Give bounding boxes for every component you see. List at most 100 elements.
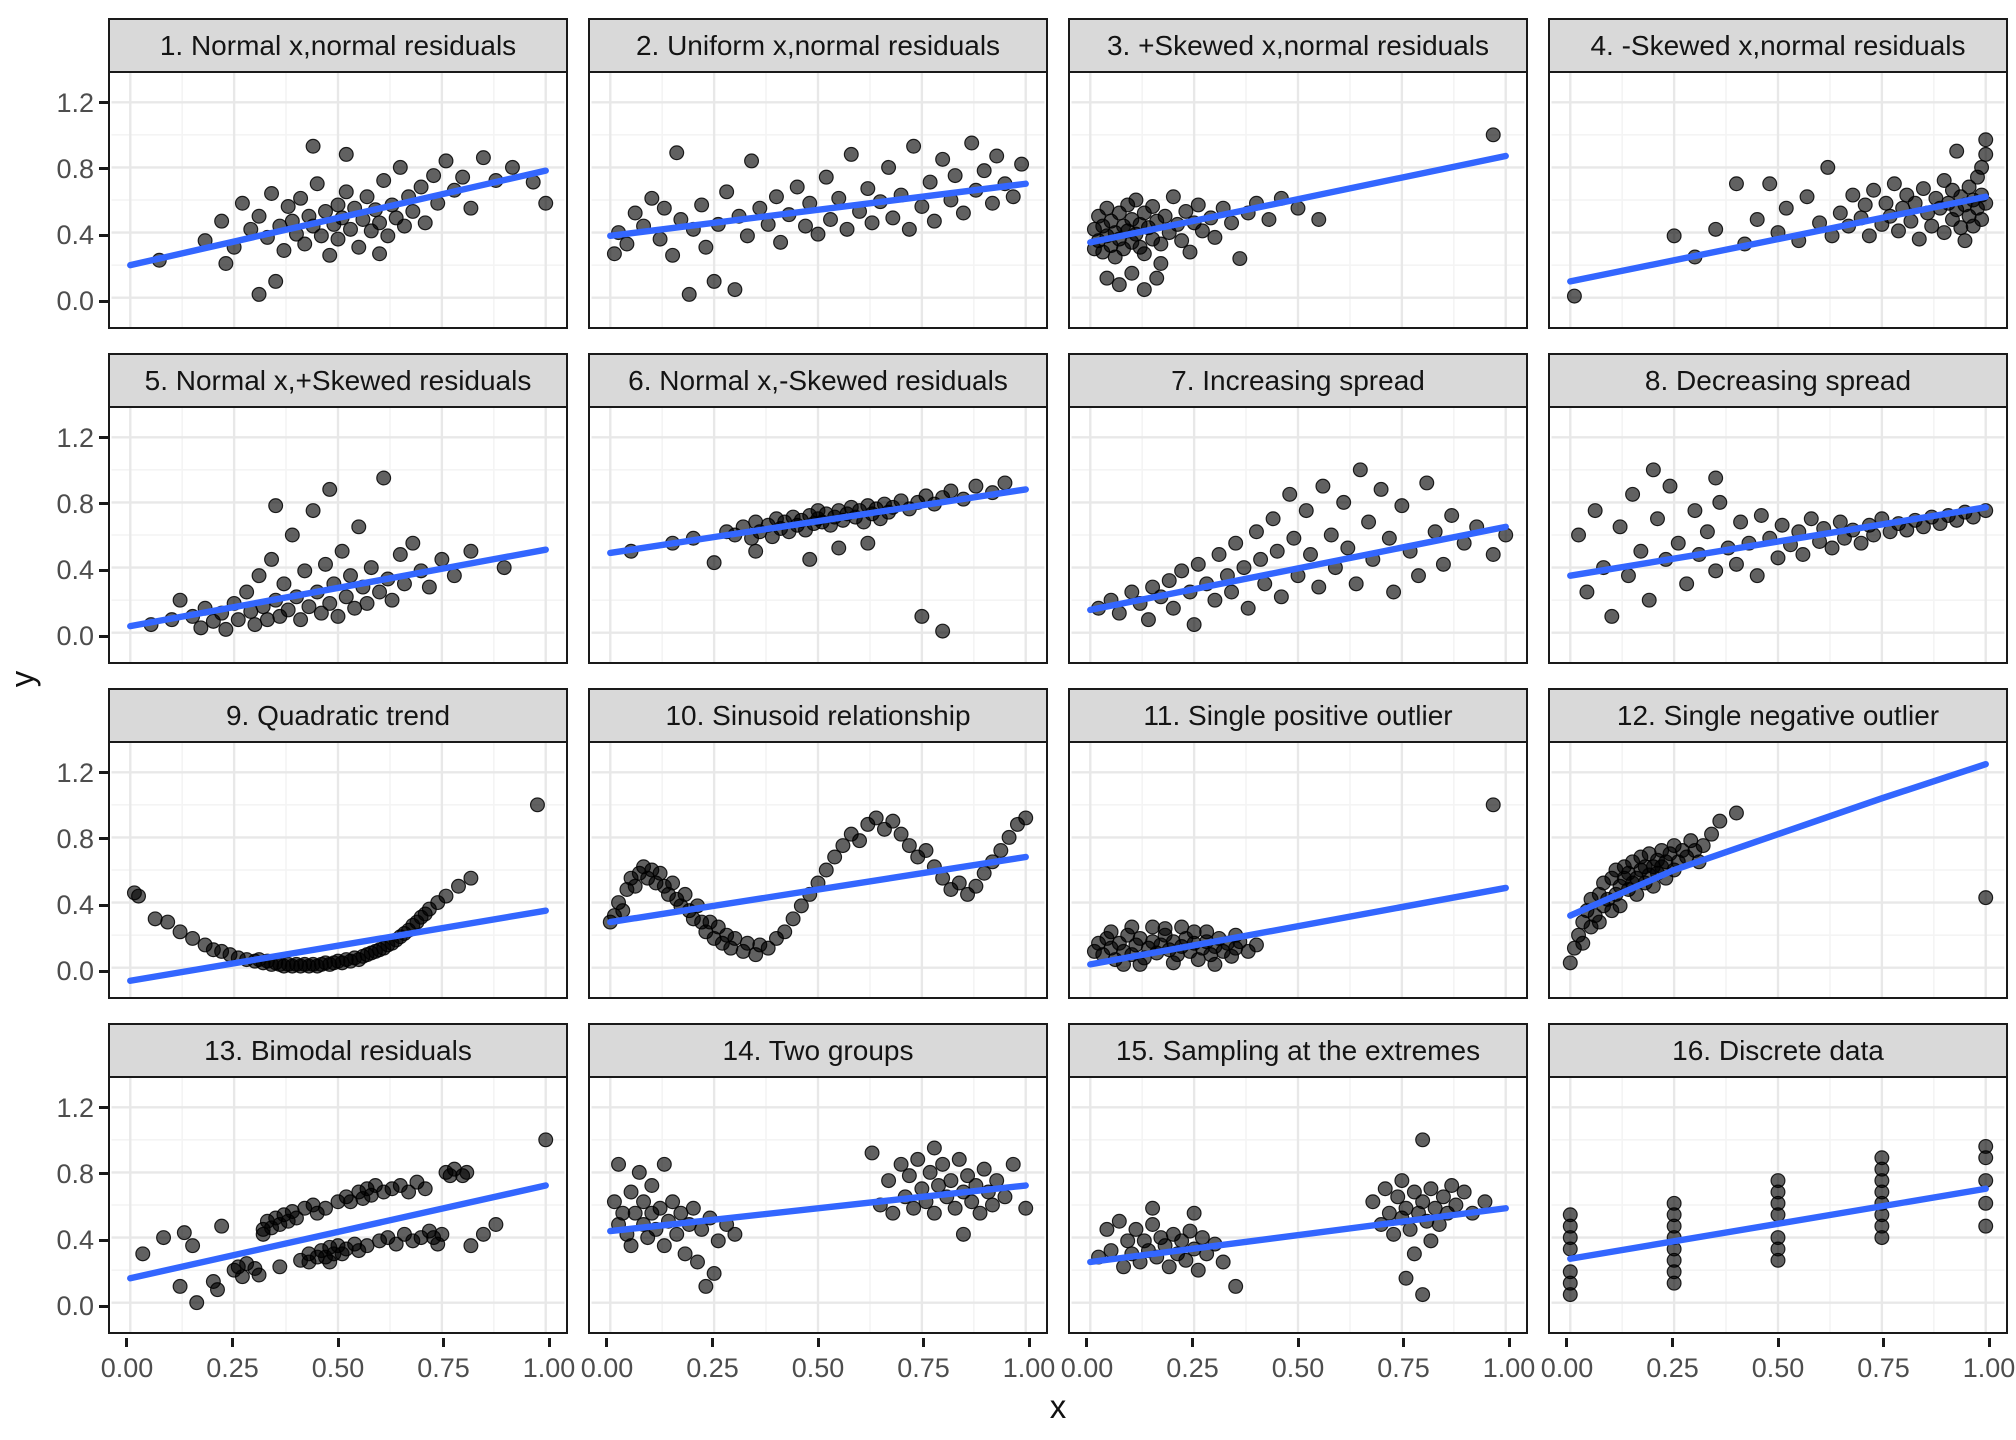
y-tick-mark: [99, 233, 108, 237]
data-point: [392, 547, 408, 562]
data-point: [1182, 1223, 1198, 1239]
data-point: [1679, 576, 1695, 592]
data-point: [926, 213, 942, 229]
facet-strip-title: 13. Bimodal residuals: [204, 1035, 472, 1066]
facet-plot-area: [108, 741, 568, 999]
data-point: [768, 189, 784, 205]
data-point: [1832, 514, 1848, 530]
data-point: [1770, 550, 1786, 566]
data-point: [396, 218, 412, 234]
data-point: [343, 221, 358, 237]
data-point: [777, 924, 793, 940]
data-point: [706, 273, 722, 289]
data-point: [935, 1156, 951, 1172]
data-point: [918, 843, 934, 858]
facet-strip: 14. Two groups: [588, 1023, 1048, 1078]
data-point: [1199, 924, 1215, 940]
y-tick-mark: [99, 101, 108, 105]
trend-line: [1567, 504, 1989, 579]
data-point: [623, 1238, 639, 1254]
data-point: [1708, 470, 1724, 486]
facet-panel: 11. Single positive outlier: [1068, 688, 1528, 999]
data-point: [685, 1200, 701, 1216]
data-point: [1336, 494, 1352, 510]
data-point: [669, 1226, 685, 1242]
data-point: [893, 826, 909, 842]
data-point: [1323, 527, 1339, 543]
facet-strip: 10. Sinusoid relationship: [588, 688, 1048, 743]
data-point: [293, 612, 309, 628]
data-point: [1704, 826, 1720, 842]
data-point: [1728, 805, 1744, 821]
data-point: [1633, 543, 1649, 559]
x-tick-mark: [125, 1338, 129, 1347]
x-tick-mark: [922, 1338, 925, 1347]
data-point: [818, 862, 834, 878]
data-point: [305, 503, 321, 519]
facet-strip-title: 12. Single negative outlier: [1616, 700, 1940, 731]
x-tick-mark: [816, 1338, 820, 1347]
data-point: [1625, 486, 1641, 502]
y-tick-mark: [99, 436, 108, 440]
data-point: [388, 1236, 404, 1252]
data-point: [922, 174, 938, 190]
data-point: [455, 169, 471, 185]
data-point: [619, 236, 635, 252]
data-point: [1018, 1200, 1034, 1216]
data-point: [1394, 1173, 1410, 1189]
data-point: [1099, 200, 1115, 216]
data-point: [1712, 494, 1728, 510]
data-point: [405, 535, 421, 551]
data-point: [1340, 540, 1356, 556]
data-point: [1261, 212, 1277, 227]
y-tick-label: 0.8: [56, 488, 94, 519]
facet-strip-title: 7. Increasing spread: [1171, 365, 1425, 396]
data-point: [1145, 579, 1161, 595]
facet-strip: 1. Normal x,normal residuals: [108, 18, 568, 73]
data-point: [773, 234, 789, 250]
x-tick-mark: [230, 1338, 234, 1347]
data-point: [606, 1194, 622, 1210]
data-point: [268, 498, 284, 514]
data-point: [1762, 176, 1778, 192]
data-point: [1728, 556, 1744, 572]
data-point: [426, 168, 442, 184]
x-tick-mark: [1776, 1338, 1780, 1347]
data-point: [1978, 1138, 1994, 1154]
y-tick-mark: [99, 299, 108, 303]
data-point: [760, 940, 776, 956]
y-tick-label: 0.4: [56, 555, 94, 586]
data-point: [330, 608, 346, 624]
data-point: [1591, 914, 1607, 930]
data-point: [1174, 563, 1190, 579]
facet-panel: 14. Two groups: [588, 1023, 1048, 1334]
data-point: [322, 247, 338, 263]
facet-plot-area: [588, 71, 1048, 329]
data-point: [1415, 1194, 1431, 1210]
data-point: [1612, 898, 1628, 914]
data-point: [843, 146, 859, 162]
y-tick-mark: [99, 837, 108, 841]
data-point: [1174, 233, 1190, 249]
y-tick-mark: [99, 903, 108, 907]
data-point: [1224, 215, 1240, 231]
data-point: [964, 135, 980, 151]
data-point: [475, 150, 491, 166]
data-point: [852, 833, 868, 849]
data-point: [1190, 1262, 1206, 1278]
data-point: [627, 1205, 643, 1221]
data-point: [172, 1278, 188, 1294]
data-point: [922, 1164, 938, 1180]
data-point: [1224, 584, 1240, 600]
data-point: [1874, 1150, 1890, 1166]
data-point: [239, 584, 255, 600]
data-point: [615, 903, 631, 919]
x-tick-label: 0.25: [1166, 1353, 1219, 1383]
data-point: [698, 239, 714, 255]
data-point: [251, 568, 267, 584]
data-point: [359, 595, 375, 611]
data-point: [1248, 524, 1264, 540]
data-point: [1386, 584, 1402, 600]
data-point: [785, 911, 801, 927]
facet-strip-title: 3. +Skewed x,normal residuals: [1106, 30, 1490, 61]
